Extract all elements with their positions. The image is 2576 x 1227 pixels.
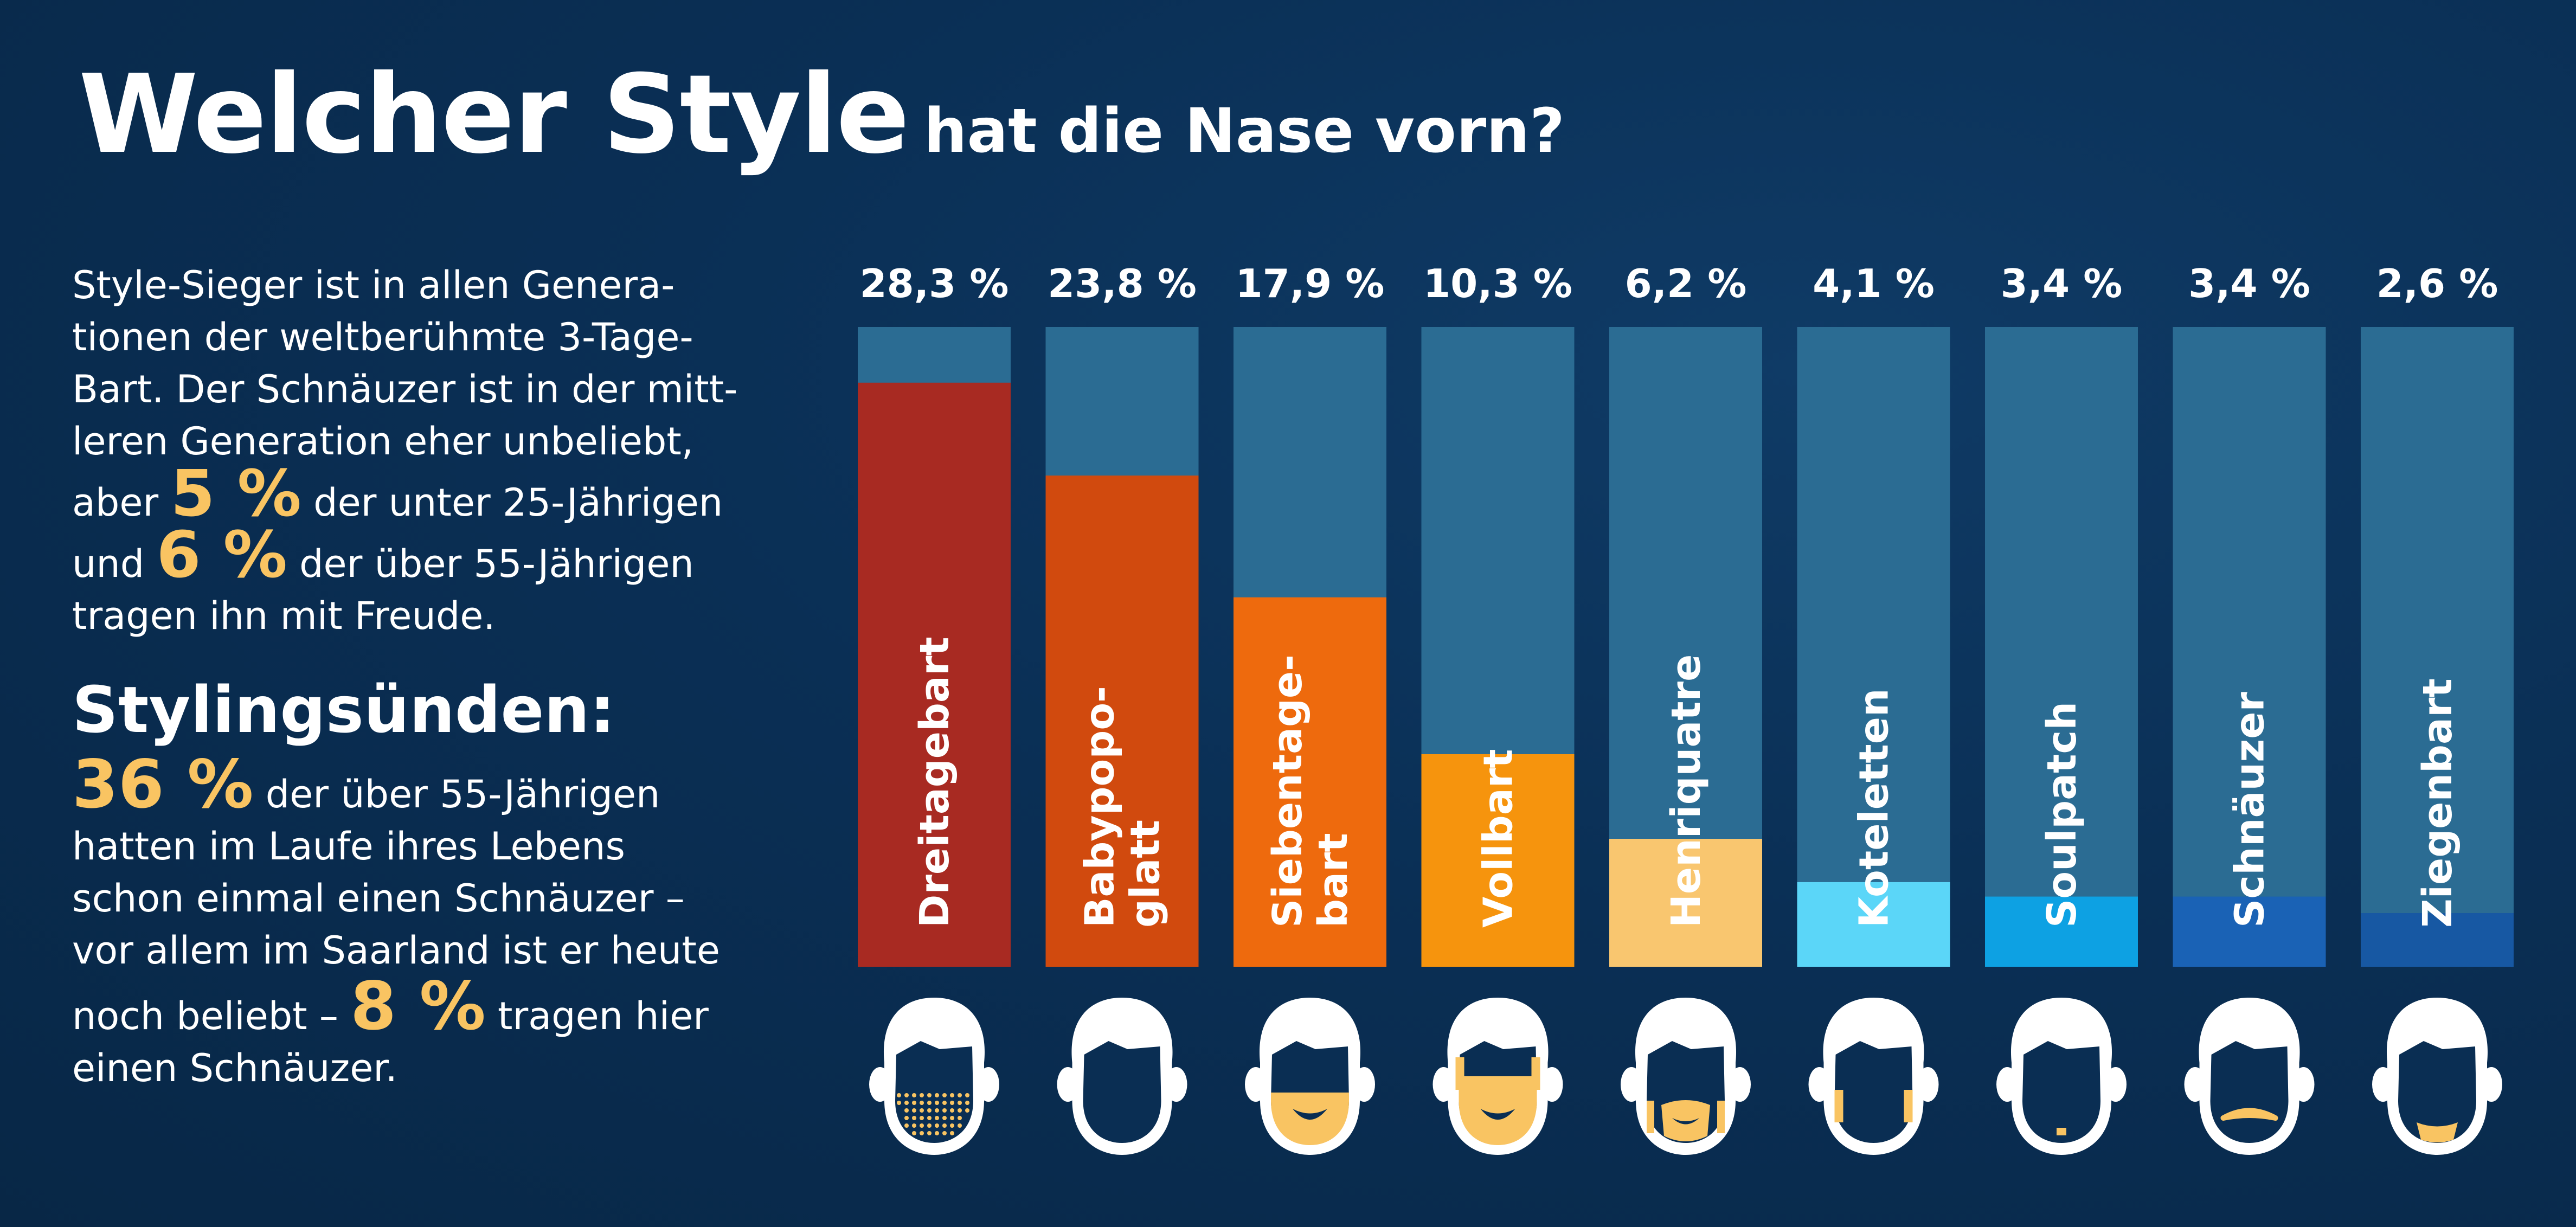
face-henriquatre-icon: [1621, 998, 1751, 1155]
bar: [858, 382, 1011, 967]
story-word: der über 55-Jährigen: [299, 542, 694, 586]
story-line: Bart. Der Schnäuzer ist in der mitt-: [72, 367, 738, 412]
face-soulpatch-icon: [1996, 998, 2127, 1155]
bar-group-2: 23,8 % Babypopo-glatt: [1045, 261, 1199, 1155]
bar: [2361, 913, 2514, 967]
bar-value-label: 17,9 %: [1236, 261, 1385, 306]
story-word: der über 55-Jährigen: [265, 772, 660, 817]
bar-track: [1985, 327, 2138, 967]
bar: [1045, 476, 1199, 967]
story-line: und 6 % der über 55-Jährigen: [72, 523, 815, 590]
bar-category-line: Dreitagebart: [911, 637, 958, 928]
story-line: einen Schnäuzer.: [72, 1046, 397, 1090]
story-line: noch beliebt – 8 % tragen hier: [72, 973, 815, 1042]
story-word: aber: [72, 480, 159, 525]
bar-value-label: 4,1 %: [1813, 261, 1935, 306]
story-line: schon einmal einen Schnäuzer –: [72, 876, 685, 921]
bar-category-line: glatt: [1122, 820, 1169, 928]
face-week-beard-icon: [1245, 998, 1375, 1155]
bar-category-line: Vollbart: [1475, 749, 1522, 928]
bar-category-line: Ziegenbart: [2414, 678, 2461, 928]
story-line: hatten im Laufe ihres Lebens: [72, 824, 625, 869]
bar-category-line: Soulpatch: [2039, 702, 2085, 928]
page-title: Welcher Style hat die Nase vorn?: [79, 52, 1565, 178]
bar-group-1: 28,3 % Dreitagebart: [858, 261, 1011, 1155]
bar-group-6: 4,1 % Koteletten: [1797, 261, 1950, 1155]
bar: [1234, 597, 1386, 967]
bar-category-label: Dreitagebart: [911, 637, 958, 928]
bar-category-label: Koteletten: [1851, 688, 1898, 928]
bar-category-line: Babypopo-: [1077, 686, 1123, 928]
bar-value-label: 3,4 %: [2001, 261, 2123, 306]
bar-category-label: Henriquatre: [1663, 654, 1710, 928]
bar-category-label: Ziegenbart: [2414, 678, 2461, 928]
stat-highlight: 6 %: [156, 517, 287, 592]
bar-group-5: 6,2 % Henriquatre: [1609, 261, 1762, 1155]
story-line: tionen der weltberühmte 3-Tage-: [72, 315, 693, 359]
story-line: Style-Sieger ist in allen Genera-: [72, 263, 675, 307]
bar-track: [1797, 327, 1950, 967]
bar-value-label: 23,8 %: [1048, 261, 1197, 306]
face-stubble-icon: [869, 998, 999, 1155]
story-line: vor allem im Saarland ist er heute: [72, 928, 720, 973]
story-line: aber 5 % der unter 25-Jährigen: [72, 461, 815, 529]
bar: [1609, 839, 1762, 967]
stat-highlight: 8 %: [350, 968, 486, 1045]
bar-group-3: 17,9 % Siebentage-bart: [1234, 261, 1386, 1155]
story-heading: Stylingsünden:: [72, 672, 615, 747]
bar-category-label: Schnäuzer: [2227, 692, 2273, 928]
bar-group-7: 3,4 % Soulpatch: [1985, 261, 2138, 1155]
bar-track: [2173, 327, 2326, 967]
story-text: Style-Sieger ist in allen Genera- tionen…: [72, 259, 815, 1094]
bar-value-label: 2,6 %: [2376, 261, 2498, 306]
bar-category-label: Vollbart: [1475, 749, 1522, 928]
story-word: tragen hier: [498, 994, 709, 1038]
story-word: noch beliebt –: [72, 994, 338, 1038]
stat-highlight: 5 %: [170, 456, 301, 531]
face-full-beard-icon: [1432, 998, 1563, 1155]
bar-category-label: Soulpatch: [2039, 702, 2085, 928]
bar-category-line: bart: [1310, 833, 1357, 928]
bar: [1421, 754, 1575, 967]
face-sideburns-icon: [1808, 998, 1939, 1155]
bar-category-label: Babypopo-glatt: [1077, 686, 1169, 928]
bar-category-line: Siebentage-: [1264, 654, 1311, 928]
stat-highlight: 36 %: [72, 746, 254, 823]
story-line: 36 % der über 55-Jährigen: [72, 751, 815, 820]
story-word: der unter 25-Jährigen: [313, 480, 723, 525]
bar-category-label: Siebentage-bart: [1264, 654, 1357, 928]
bar-category-line: Koteletten: [1851, 688, 1898, 928]
face-goatee-icon: [2372, 998, 2502, 1155]
face-mustache-icon: [2184, 998, 2315, 1155]
bar-value-label: 10,3 %: [1423, 261, 1572, 306]
bar-group-4: 10,3 % Vollbart: [1421, 261, 1575, 1155]
bar-value-label: 28,3 %: [860, 261, 1009, 306]
bar-category-line: Henriquatre: [1663, 654, 1710, 928]
story-line: leren Generation eher unbeliebt,: [72, 419, 694, 464]
bar-value-label: 6,2 %: [1625, 261, 1747, 306]
bar: [1985, 896, 2138, 967]
bar-track: [2361, 327, 2514, 967]
bar-category-line: Schnäuzer: [2227, 692, 2273, 928]
title-main: Welcher Style: [79, 52, 910, 178]
story-word: und: [72, 542, 145, 586]
bar-group-8: 3,4 % Schnäuzer: [2173, 261, 2326, 1155]
title-sub: hat die Nase vorn?: [923, 96, 1565, 166]
story-line: tragen ihn mit Freude.: [72, 594, 496, 638]
face-clean-icon: [1057, 998, 1187, 1155]
bar: [1797, 882, 1950, 967]
bar-group-9: 2,6 % Ziegenbart: [2361, 261, 2514, 1155]
bar: [2173, 896, 2326, 967]
bar-value-label: 3,4 %: [2188, 261, 2310, 306]
